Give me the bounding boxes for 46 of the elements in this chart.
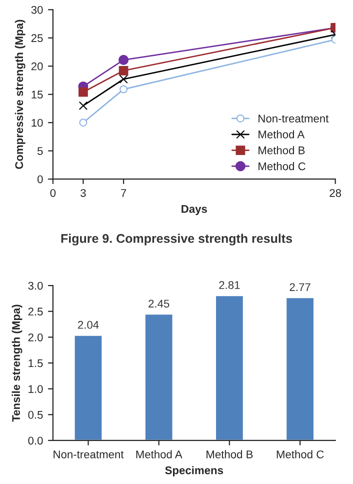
legend-label: Method C <box>258 162 306 170</box>
y-axis-title: Tensile strength (Mpa) <box>12 304 22 422</box>
y-tick-label: 20 <box>31 62 43 70</box>
data-label: 2.04 <box>78 320 99 329</box>
point <box>78 87 88 97</box>
y-tick-label: 1.5 <box>28 359 43 368</box>
y-tick-label: 5 <box>37 147 43 155</box>
bar <box>144 313 174 440</box>
x-tick-label: Non-treatment <box>54 450 124 458</box>
x-tick-label: 7 <box>121 189 126 197</box>
point <box>118 66 128 76</box>
x-tick-label: 3 <box>80 189 86 197</box>
y-tick-label: 2.5 <box>28 308 43 316</box>
x-tick-label: 0 <box>50 189 56 197</box>
bar <box>73 334 104 440</box>
data-label: 2.45 <box>148 300 170 308</box>
x-tick-label: 28 <box>330 189 342 197</box>
x-tick-label: Method C <box>276 450 324 458</box>
y-tick-label: 10 <box>32 118 43 127</box>
y-tick-label: 25 <box>31 34 43 42</box>
caption: Figure 9. Compressive strength results <box>61 234 292 246</box>
legend-label: Method A <box>258 130 305 138</box>
point <box>78 101 88 110</box>
y-tick-label: 30 <box>31 6 43 14</box>
data-label: 2.77 <box>290 283 310 291</box>
y-tick-label: 1.0 <box>28 385 43 393</box>
y-tick-label: 0.0 <box>28 436 43 445</box>
data-label: 2.81 <box>219 281 240 290</box>
y-tick-label: 3.0 <box>28 282 43 290</box>
point <box>79 118 88 127</box>
legend-label: Non-treatment <box>258 114 329 122</box>
x-tick-label: Method B <box>206 450 253 458</box>
y-axis-title: Compressive strength (Mpa) <box>14 20 26 169</box>
y-tick-label: 0 <box>37 175 43 184</box>
x-axis-title: Days <box>182 205 207 216</box>
point <box>120 85 128 94</box>
y-tick-label: 15 <box>32 90 43 99</box>
point <box>119 74 128 84</box>
legend-label: Method B <box>258 146 305 154</box>
bar <box>285 296 315 440</box>
point <box>118 54 129 65</box>
y-tick-label: 0.5 <box>28 410 43 419</box>
y-tick-label: 2.0 <box>28 333 43 342</box>
x-tick-label: Method A <box>136 450 182 458</box>
bar <box>214 294 244 440</box>
x-axis-title: Specimens <box>165 466 224 476</box>
